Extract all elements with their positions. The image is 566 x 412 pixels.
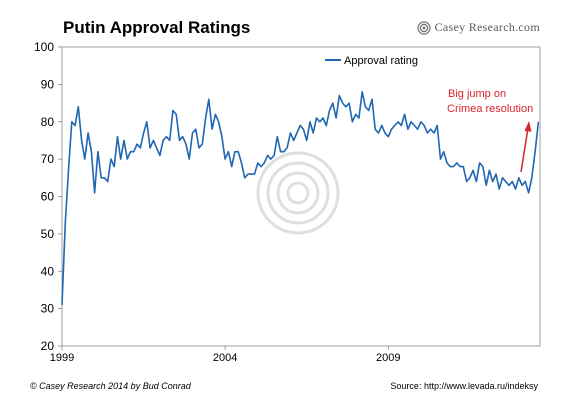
annotation-line-1: Big jump on xyxy=(448,88,506,100)
y-tick-label: 20 xyxy=(41,339,55,353)
y-tick-label: 70 xyxy=(41,152,55,166)
y-tick-label: 30 xyxy=(41,302,55,316)
chart-axes: 20 30 40 50 60 70 80 90 100 1999 2004 2009 xyxy=(34,40,541,364)
x-tick-label: 1999 xyxy=(50,352,74,364)
y-tick-label: 60 xyxy=(41,190,55,204)
x-tick-label: 2009 xyxy=(376,352,400,364)
source-text: Source: http://www.levada.ru/indeksy xyxy=(390,381,538,391)
legend-label: Approval rating xyxy=(344,55,418,67)
chart-legend: Approval rating xyxy=(325,55,418,67)
annotation-layer: Big jump on Crimea resolution xyxy=(447,88,533,173)
y-tick-label: 40 xyxy=(41,264,55,278)
annotation-line-2: Crimea resolution xyxy=(447,103,533,115)
y-tick-label: 50 xyxy=(41,227,55,241)
y-tick-label: 80 xyxy=(41,115,55,129)
brand-logo: Casey Research.com xyxy=(417,20,540,35)
watermark-target-icon xyxy=(256,151,340,235)
annotation-arrow-shaft xyxy=(520,127,529,173)
brand-name: Casey Research.com xyxy=(434,20,540,34)
x-tick-label: 2004 xyxy=(213,352,237,364)
y-tick-label: 100 xyxy=(34,40,54,54)
y-tick-label: 90 xyxy=(41,77,55,91)
casey-logo-icon xyxy=(417,20,431,35)
series-layer xyxy=(61,91,540,305)
credit-text: © Casey Research 2014 by Bud Conrad xyxy=(30,381,191,391)
series-line-approval-rating xyxy=(61,91,540,305)
annotation-arrow-head xyxy=(524,121,532,132)
chart-title: Putin Approval Ratings xyxy=(63,18,251,37)
